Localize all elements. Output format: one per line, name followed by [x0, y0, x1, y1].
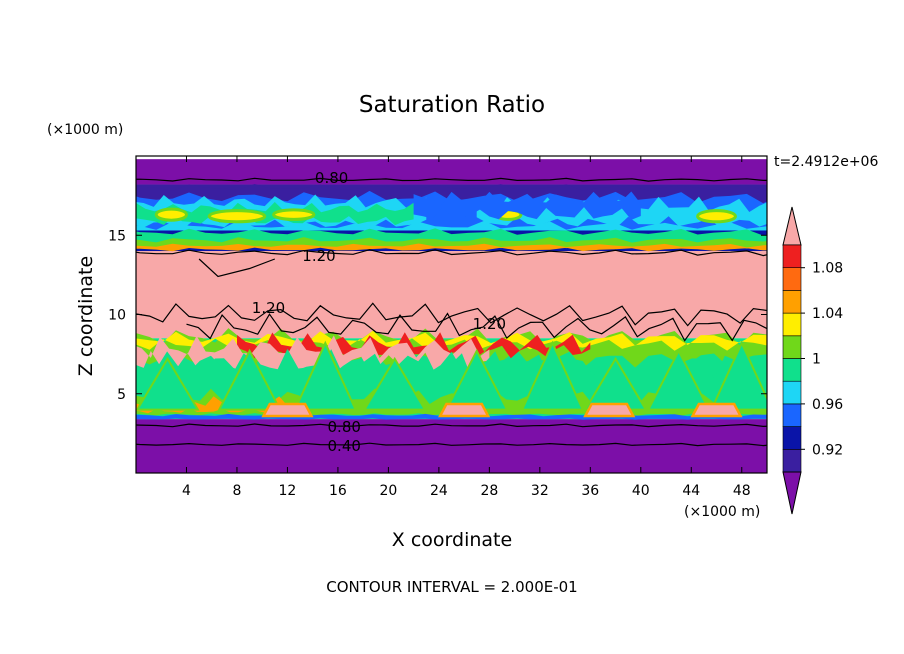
- layer-4: [136, 251, 767, 339]
- contour-1.20-bulge: [198, 258, 276, 278]
- contour-labels: 0.801.201.201.200.800.40: [252, 169, 506, 455]
- band-blue-right: [413, 191, 641, 220]
- moist-blob-0: [154, 207, 188, 222]
- x-tick-label: 32: [531, 483, 549, 499]
- colorbar-tick-label: 0.96: [812, 397, 843, 413]
- updraft-1: [217, 348, 282, 411]
- moist-blob-1: [207, 209, 267, 224]
- colorbar-swatch: [782, 267, 802, 291]
- y-axis-label: Z coordinate: [75, 256, 97, 376]
- y-tick-label: 10: [108, 308, 126, 324]
- updraft-7: [646, 348, 711, 411]
- colorbar-swatch: [782, 448, 802, 473]
- y-axis-ticks: 5 10 15: [108, 228, 767, 403]
- updraft-3: [362, 356, 427, 411]
- contour-lines: [136, 177, 767, 447]
- x-tick-label: 12: [279, 483, 297, 499]
- updraft-5: [520, 340, 585, 411]
- x-tick-label: 16: [329, 483, 347, 499]
- colorbar-swatch: [782, 290, 802, 314]
- contour-label-1: 1.20: [302, 247, 335, 265]
- plot-field: [136, 159, 767, 473]
- x-tick-label: 48: [733, 483, 751, 499]
- time-label: t=2.4912e+06: [774, 154, 878, 170]
- contour-interval-footer: CONTOUR INTERVAL = 2.000E-01: [326, 578, 577, 596]
- moist-blob-2: [272, 208, 316, 221]
- contour-label-4: 0.80: [328, 418, 361, 436]
- x-tick-label: 4: [182, 483, 191, 499]
- layer-0: [136, 159, 767, 185]
- colorbar-over-arrow: [782, 206, 802, 246]
- z-units-label: (×1000 m): [47, 122, 123, 138]
- colorbar-tick-label: 1.08: [812, 261, 843, 277]
- y-tick-label: 15: [108, 228, 126, 244]
- y-tick-label: 5: [117, 387, 126, 403]
- contour-1.20-upper: [136, 249, 767, 257]
- contour-label-3: 1.20: [473, 315, 506, 333]
- colorbar-tick-label: 1.04: [812, 306, 843, 322]
- contour-label-2: 1.20: [252, 299, 285, 317]
- surface-feature-3: [690, 402, 743, 418]
- colorbar: 0.92 0.96 1 1.04 1.08: [782, 206, 843, 515]
- surface-feature-0: [261, 402, 314, 418]
- surface-feature-2: [583, 402, 636, 418]
- colorbar-swatch: [782, 426, 802, 450]
- x-axis-ticks: 4 8 12 16 20 24 28 32 36 40 44 48: [182, 156, 751, 499]
- layer-6: [136, 419, 767, 473]
- x-tick-label: 40: [632, 483, 650, 499]
- surface-feature-1: [438, 402, 491, 418]
- contour-0.80-upper: [136, 177, 767, 182]
- x-tick-label: 44: [682, 483, 700, 499]
- contour-0.40: [136, 442, 767, 447]
- contour-1.20-lower: [186, 312, 767, 342]
- chart-title: Saturation Ratio: [359, 92, 545, 118]
- moist-blob-4: [696, 209, 737, 224]
- x-tick-label: 20: [379, 483, 397, 499]
- x-tick-label: 36: [581, 483, 599, 499]
- colorbar-tick-label: 1: [812, 352, 821, 368]
- colorbar-tick-label: 0.92: [812, 442, 843, 458]
- colorbar-swatch: [782, 335, 802, 359]
- colorbar-under-arrow: [782, 471, 802, 515]
- x-axis-label: X coordinate: [392, 529, 512, 551]
- colorbar-swatch: [782, 244, 802, 269]
- colorbar-swatch: [782, 380, 802, 405]
- updraft-8: [709, 340, 767, 411]
- x-tick-label: 24: [430, 483, 448, 499]
- colorbar-swatch: [782, 312, 802, 337]
- colorbar-swatch: [782, 403, 802, 427]
- contour-label-5: 0.40: [328, 437, 361, 455]
- x-units-label: (×1000 m): [684, 504, 760, 520]
- x-tick-label: 28: [480, 483, 498, 499]
- contour-0.80-lower: [136, 423, 767, 428]
- colorbar-swatch: [782, 358, 802, 382]
- contour-label-0: 0.80: [315, 169, 348, 187]
- band-orange-lower: [136, 243, 767, 252]
- updraft-2: [293, 340, 358, 411]
- contour-1.20-mid: [136, 302, 767, 327]
- x-tick-label: 8: [232, 483, 241, 499]
- updraft-0: [136, 356, 200, 411]
